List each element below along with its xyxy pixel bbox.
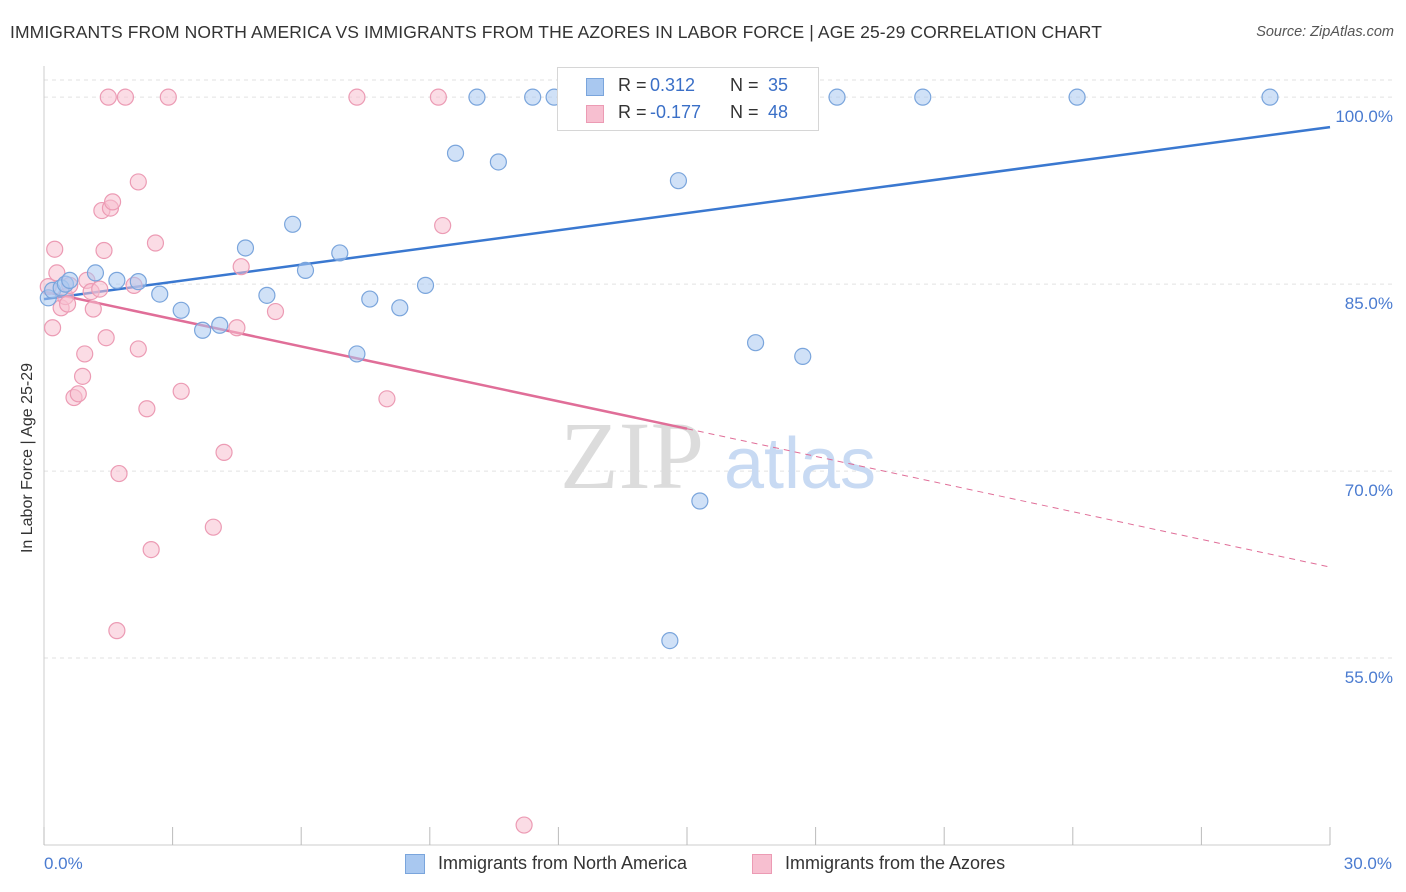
point-azores bbox=[43, 319, 62, 337]
r-label: R = bbox=[618, 102, 647, 122]
point-azores bbox=[142, 541, 160, 559]
y-tick-label: 55.0% bbox=[1345, 668, 1393, 687]
point-north-america bbox=[108, 271, 126, 289]
point-azores bbox=[266, 302, 285, 321]
point-north-america bbox=[691, 492, 709, 510]
azores-legend-swatch bbox=[752, 854, 772, 874]
point-azores bbox=[97, 329, 115, 347]
point-azores bbox=[103, 193, 122, 211]
point-north-america bbox=[296, 261, 315, 280]
point-north-america bbox=[794, 347, 812, 366]
point-azores bbox=[348, 88, 366, 106]
tick-labels: 55.0% 70.0% 85.0% 100.0% 0.0% 30.0% bbox=[44, 107, 1393, 873]
point-north-america bbox=[348, 345, 366, 363]
legend-label: Immigrants from the Azores bbox=[785, 853, 1006, 873]
trend-line-north-america bbox=[43, 125, 1331, 301]
point-north-america bbox=[1068, 88, 1086, 106]
axes bbox=[43, 66, 1331, 846]
point-north-america bbox=[151, 285, 169, 303]
point-azores bbox=[172, 382, 190, 400]
azores-swatch bbox=[586, 105, 604, 123]
point-north-america bbox=[129, 273, 147, 291]
watermark: ZIP atlas bbox=[560, 402, 876, 509]
y-tick-label: 100.0% bbox=[1335, 107, 1393, 126]
point-azores bbox=[116, 88, 135, 106]
n-label: N = bbox=[730, 102, 759, 122]
trend-line-azores bbox=[43, 290, 688, 430]
point-azores bbox=[69, 385, 87, 403]
x-tick-label: 0.0% bbox=[44, 854, 83, 873]
point-azores bbox=[159, 88, 177, 106]
point-north-america bbox=[446, 144, 465, 162]
point-north-america bbox=[61, 271, 79, 289]
point-north-america bbox=[236, 239, 255, 257]
point-north-america bbox=[746, 334, 765, 352]
stats-row-north-america: R = 0.312 N = 35 bbox=[558, 74, 818, 100]
stats-legend: R = 0.312 N = 35 R = -0.177 N = 48 bbox=[557, 67, 819, 131]
point-azores bbox=[129, 173, 147, 191]
point-azores bbox=[232, 258, 250, 276]
r-value: 0.312 bbox=[650, 75, 696, 95]
stats-row-azores: R = -0.177 N = 48 bbox=[558, 101, 818, 127]
point-azores bbox=[228, 319, 246, 337]
point-azores bbox=[95, 241, 113, 260]
point-azores bbox=[46, 240, 64, 258]
n-label: N = bbox=[730, 75, 759, 95]
north-america-legend-swatch bbox=[405, 854, 425, 874]
y-tick-label: 85.0% bbox=[1345, 294, 1393, 313]
point-north-america bbox=[86, 264, 105, 282]
point-north-america bbox=[172, 301, 190, 319]
point-azores bbox=[429, 88, 447, 106]
watermark-zip: ZIP bbox=[560, 402, 704, 509]
point-north-america bbox=[194, 321, 212, 339]
point-azores bbox=[515, 816, 533, 834]
point-azores bbox=[58, 295, 77, 313]
legend-label: Immigrants from North America bbox=[438, 853, 688, 873]
source-credit: Source: ZipAtlas.com bbox=[1256, 24, 1394, 40]
r-value: -0.177 bbox=[650, 102, 702, 122]
point-north-america bbox=[391, 299, 409, 317]
point-azores bbox=[378, 390, 396, 408]
point-north-america bbox=[416, 276, 435, 294]
point-north-america bbox=[284, 215, 302, 233]
point-north-america bbox=[1261, 88, 1279, 106]
point-azores bbox=[129, 340, 147, 358]
point-azores bbox=[91, 280, 109, 298]
point-north-america bbox=[524, 88, 542, 106]
point-north-america bbox=[489, 153, 507, 171]
point-azores bbox=[138, 400, 156, 418]
y-tick-label: 70.0% bbox=[1345, 481, 1393, 500]
point-north-america bbox=[258, 286, 276, 304]
chart-title: IMMIGRANTS FROM NORTH AMERICA VS IMMIGRA… bbox=[10, 22, 1102, 42]
point-north-america bbox=[669, 172, 688, 190]
point-azores bbox=[76, 345, 94, 363]
north-america-swatch bbox=[586, 78, 604, 96]
point-north-america bbox=[361, 290, 379, 308]
point-north-america bbox=[828, 88, 846, 106]
point-north-america bbox=[468, 88, 486, 106]
point-azores bbox=[84, 300, 102, 318]
point-north-america bbox=[211, 316, 229, 334]
point-azores bbox=[204, 518, 222, 536]
n-value: 48 bbox=[768, 102, 789, 122]
point-azores bbox=[215, 443, 233, 461]
point-north-america bbox=[331, 244, 349, 262]
n-value: 35 bbox=[768, 75, 789, 95]
point-azores bbox=[73, 367, 92, 385]
point-azores bbox=[108, 622, 126, 640]
r-label: R = bbox=[618, 75, 647, 95]
grid-lines bbox=[44, 79, 1395, 659]
point-azores bbox=[110, 464, 128, 483]
point-azores bbox=[434, 216, 452, 235]
trend-lines bbox=[43, 125, 1331, 568]
point-azores bbox=[146, 234, 165, 252]
x-tick-label: 30.0% bbox=[1344, 854, 1392, 873]
point-azores bbox=[99, 88, 117, 106]
series-legend: Immigrants from North America Immigrants… bbox=[0, 852, 1406, 878]
point-north-america bbox=[914, 88, 932, 106]
point-north-america bbox=[661, 631, 679, 650]
